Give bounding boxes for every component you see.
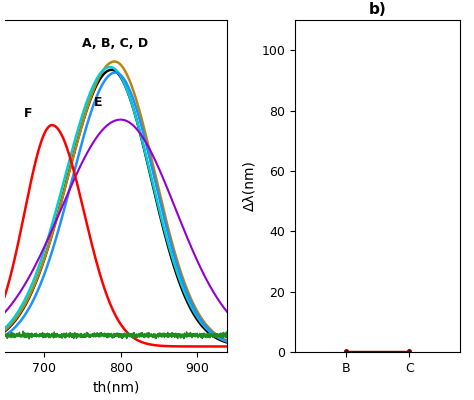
Text: E: E (94, 96, 102, 108)
Text: A, B, C, D: A, B, C, D (82, 38, 148, 50)
Title: b): b) (369, 2, 386, 18)
Y-axis label: Δλ(nm): Δλ(nm) (242, 160, 256, 212)
X-axis label: th(nm): th(nm) (92, 380, 140, 394)
Text: F: F (24, 107, 32, 120)
